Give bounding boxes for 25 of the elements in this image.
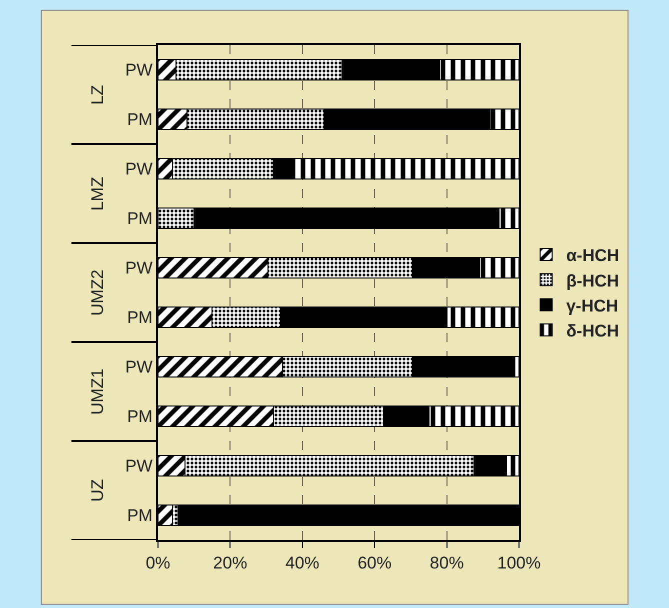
x-tick-label: 40% [285,553,320,572]
y-tick-label: PM [127,209,153,228]
legend-label: γ-HCH [566,296,618,316]
text: UZ [88,479,107,502]
text: UMZ1 [88,368,107,415]
x-tick-label: 80% [430,553,464,572]
y-tick-label: PM [127,506,153,526]
y-tick-label: PM [127,110,153,130]
text: δ-HCH [566,321,620,340]
x-tick-label: 100% [497,553,541,572]
y-tick-label: PW [125,258,153,278]
text: UMZ2 [88,270,107,316]
text: α-HCH [566,246,620,266]
y-tick-label: PM [127,308,153,328]
text: β-HCH [566,271,620,290]
x-tick-label: 20% [213,553,248,572]
y-tick-label: PM [127,407,153,426]
y-tick-label: PW [125,60,153,80]
text: LMZ [88,176,107,211]
text: LZ [88,84,107,105]
x-tick-label: 0% [146,553,170,572]
y-tick-label: PW [125,358,153,377]
x-tick-label: 60% [358,553,392,572]
y-tick-label: PW [125,160,153,179]
y-tick-label: PW [125,456,153,476]
